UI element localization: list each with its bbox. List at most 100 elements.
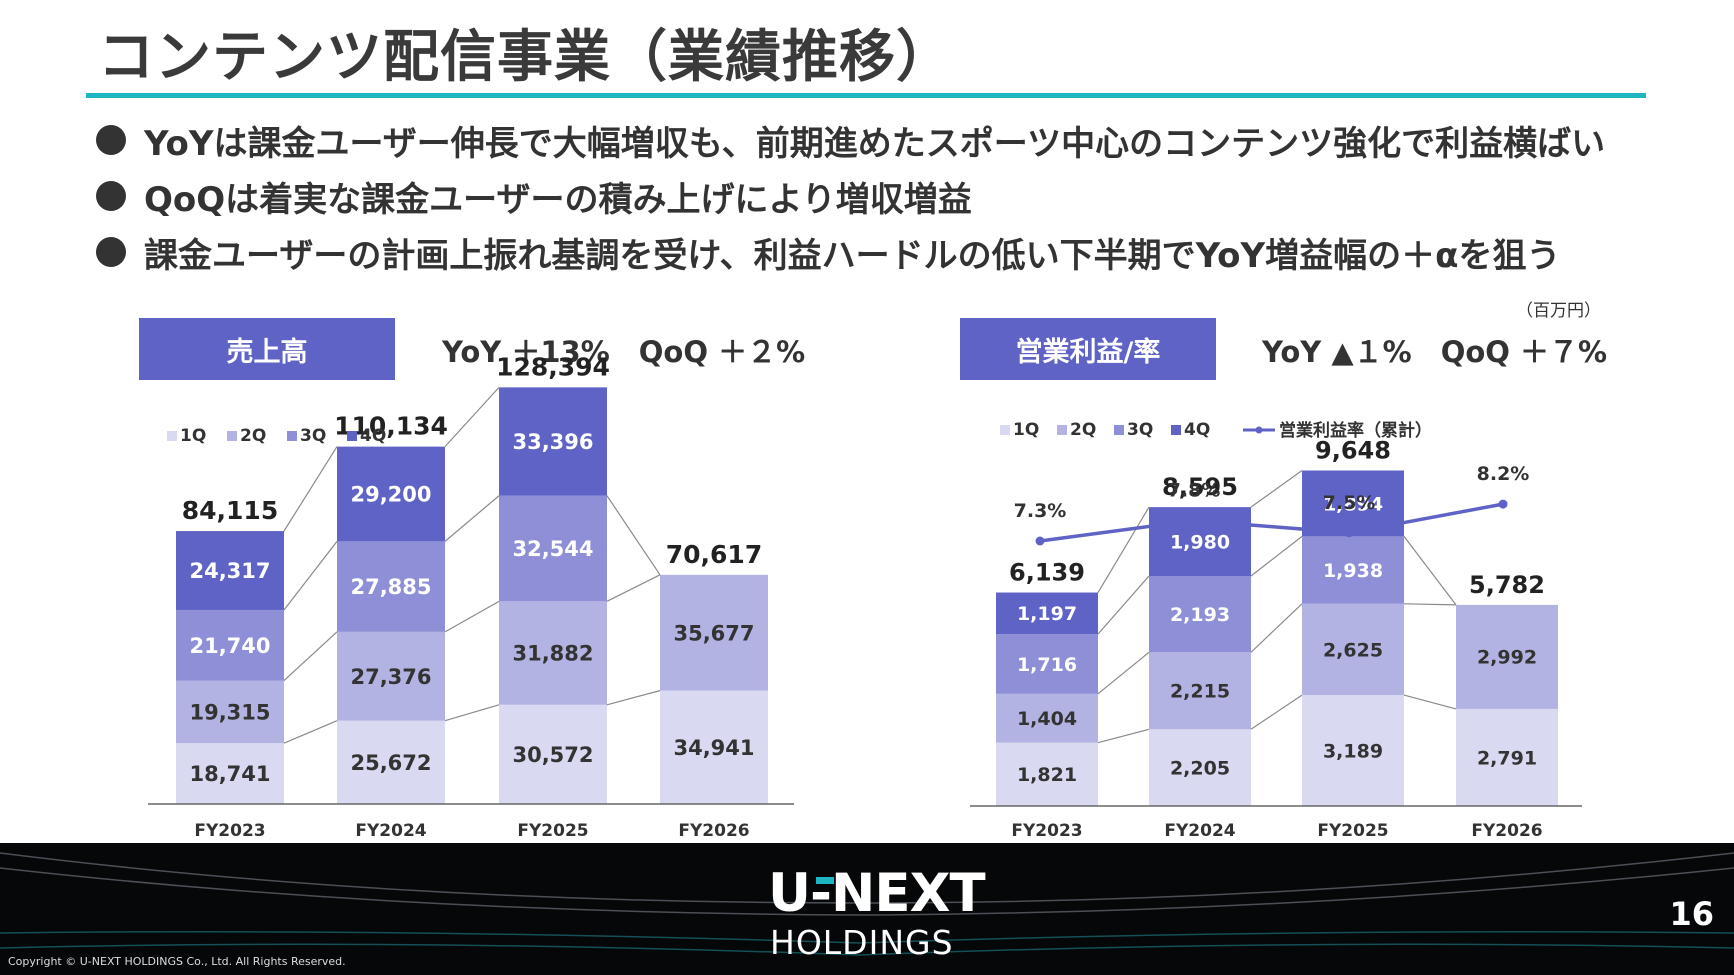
bar-segment-4q-fy2025 (499, 387, 607, 496)
bar-value-label: 1,821 (1017, 764, 1077, 786)
bar-segment-1q-fy2023 (176, 743, 284, 804)
series-connector-line (606, 574, 661, 602)
series-connector-line (283, 541, 338, 611)
bullet-dot-icon (96, 237, 126, 267)
legend-label-4q: 4Q (1184, 420, 1210, 440)
profit-growth-text: YoY ▲１% QoQ ＋７% (1262, 335, 1608, 369)
series-connector-line (606, 690, 661, 706)
bar-total-label: 6,139 (1009, 559, 1085, 587)
bar-value-label: 1,938 (1323, 560, 1383, 582)
legend-label-2q: 2Q (240, 426, 266, 446)
bar-segment-3q-fy2025 (1302, 536, 1404, 604)
series-connector-line (1403, 536, 1457, 606)
bar-segment-2q-fy2025 (1302, 603, 1404, 696)
bar-total-label: 5,782 (1469, 571, 1545, 599)
bar-segment-2q-fy2024 (337, 631, 445, 721)
bar-value-label: 19,315 (189, 700, 270, 724)
x-tick-label: FY2024 (1164, 821, 1235, 841)
footer-streak (0, 931, 1734, 944)
bullet-text: YoYは課金ユーザー伸長で大幅増収も、前期進めたスポーツ中心のコンテンツ強化で利… (144, 123, 1606, 164)
bar-segment-3q-fy2023 (176, 609, 284, 681)
bar-segment-4q-fy2024 (337, 446, 445, 542)
bullet-dot-icon (96, 125, 126, 155)
bar-segment-2q-fy2023 (176, 680, 284, 744)
margin-point (1344, 528, 1354, 538)
series-connector-line (1097, 651, 1150, 695)
bar-value-label: 1,980 (1170, 531, 1230, 553)
footer-streak (0, 852, 1734, 904)
bar-value-label: 1,716 (1017, 654, 1077, 676)
series-connector-line (1403, 694, 1457, 710)
x-tick-label: FY2026 (1471, 821, 1542, 841)
bar-segment-2q-fy2025 (499, 601, 607, 705)
bar-segment-1q-fy2023 (996, 742, 1098, 806)
margin-point (1035, 536, 1045, 546)
bar-total-label: 70,617 (666, 540, 762, 569)
logo-accent-bar (816, 877, 834, 884)
legend-swatch-2q (227, 431, 237, 441)
bar-segment-4q-fy2023 (176, 531, 284, 610)
bar-value-label: 33,396 (512, 430, 593, 454)
margin-value-label: 7.3% (1014, 500, 1067, 522)
bar-value-label: 27,376 (350, 665, 431, 689)
x-tick-label: FY2026 (678, 821, 749, 841)
footer-streak (0, 867, 1734, 916)
bar-value-label: 2,791 (1477, 747, 1537, 769)
footer-streaks (0, 852, 1734, 956)
legend-label-1q: 1Q (1013, 420, 1039, 440)
bullet-text: 課金ユーザーの計画上振れ基調を受け、利益ハードルの低い下半期でYoY増益幅の＋α… (144, 235, 1561, 276)
bar-value-label: 1,894 (1323, 493, 1383, 515)
footer-streak (0, 943, 1734, 956)
series-connector-line (1097, 728, 1150, 744)
bar-value-label: 18,741 (189, 762, 270, 786)
bar-total-label: 128,394 (496, 352, 610, 381)
margin-point (1189, 516, 1199, 525)
bar-value-label: 29,200 (350, 483, 431, 507)
margin-value-label: 7.8% (1168, 480, 1221, 502)
series-connector-line (1097, 506, 1150, 593)
bar-segment-3q-fy2024 (1149, 575, 1251, 653)
bar-value-label: 2,215 (1170, 681, 1230, 703)
series-connector-line (1250, 603, 1303, 653)
legend-swatch-1q (167, 431, 177, 441)
legend-label-3q: 3Q (1127, 420, 1153, 440)
series-connector-line (444, 704, 500, 722)
bar-segment-1q-fy2026 (1456, 708, 1558, 806)
bar-segment-3q-fy2023 (996, 634, 1098, 694)
copyright-text: Copyright © U-NEXT HOLDINGS Co., Ltd. Al… (8, 955, 346, 968)
profit-tag: 営業利益/率 (960, 318, 1216, 380)
legend-label-4q: 4Q (360, 426, 386, 446)
logo-wordmark: U-NEXT (768, 863, 986, 924)
series-connector-line (1250, 535, 1303, 577)
title-underline (86, 93, 1646, 98)
legend-label-margin: 営業利益率（累計） (1279, 420, 1432, 441)
legend-swatch-3q (1114, 425, 1124, 435)
bar-segment-4q-fy2024 (1149, 507, 1251, 576)
bar-value-label: 30,572 (512, 743, 593, 767)
legend-swatch-2q (1057, 425, 1067, 435)
bar-segment-1q-fy2024 (1149, 729, 1251, 806)
page-number: 16 (1669, 895, 1714, 933)
bar-segment-3q-fy2024 (337, 541, 445, 632)
bar-segment-1q-fy2026 (660, 690, 768, 804)
bullet-list: YoYは課金ユーザー伸長で大幅増収も、前期進めたスポーツ中心のコンテンツ強化で利… (96, 112, 1605, 280)
x-tick-label: FY2023 (1011, 821, 1082, 841)
bar-segment-2q-fy2024 (1149, 652, 1251, 730)
bar-value-label: 2,625 (1323, 639, 1383, 661)
bar-value-label: 34,941 (673, 736, 754, 760)
legend-line-marker (1255, 426, 1263, 434)
series-connector-line (1403, 603, 1457, 606)
legend-swatch-3q (287, 431, 297, 441)
x-tick-label: FY2023 (194, 821, 265, 841)
bullet-item: QoQは着実な課金ユーザーの積み上げにより増収増益 (96, 168, 1605, 224)
sales-growth-text: YoY ＋13% QoQ ＋２% (442, 335, 806, 369)
x-tick-label: FY2025 (1317, 821, 1388, 841)
series-connector-line (1250, 470, 1303, 508)
series-connector-line (283, 446, 338, 532)
legend-swatch-1q (1000, 425, 1010, 435)
bar-value-label: 31,882 (512, 642, 593, 666)
series-connector-line (283, 720, 338, 744)
legend-label-1q: 1Q (180, 426, 206, 446)
charts-canvas: 18,741 19,315 21,740 24,317 84,115 FY2023 25,6… (148, 352, 1582, 841)
bar-segment-1q-fy2025 (1302, 695, 1404, 806)
